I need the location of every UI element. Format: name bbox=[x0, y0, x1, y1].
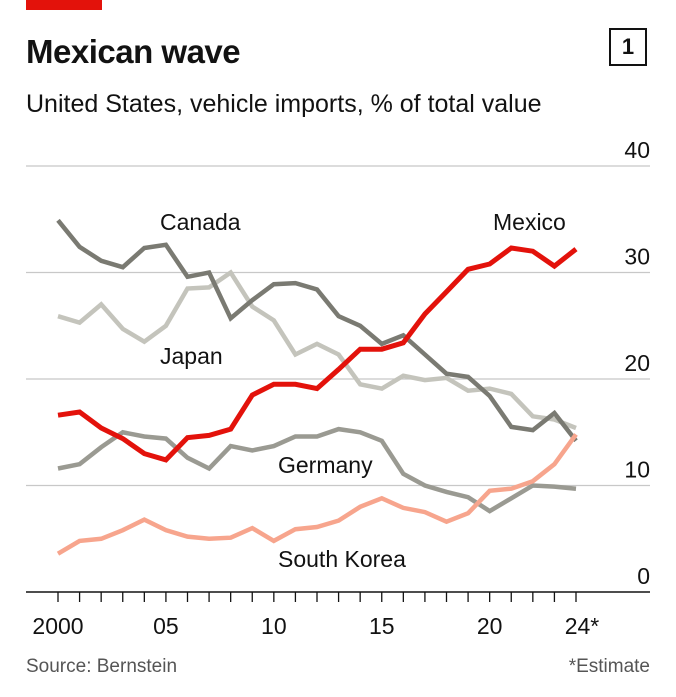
series-label-canada: Canada bbox=[160, 209, 241, 235]
estimate-note: *Estimate bbox=[568, 656, 650, 677]
series-labels: Canada Mexico Japan Germany South Korea bbox=[160, 209, 566, 572]
x-tick-label-2020: 20 bbox=[477, 613, 503, 639]
x-tick-label-2010: 10 bbox=[261, 613, 287, 639]
y-tick-label-0: 0 bbox=[637, 563, 650, 589]
series-lines bbox=[56, 218, 578, 556]
series-label-south-korea: South Korea bbox=[278, 546, 406, 572]
y-tick-label-20: 20 bbox=[624, 350, 650, 376]
chart-subtitle: United States, vehicle imports, % of tot… bbox=[26, 90, 542, 118]
x-tick-label-2024: 24* bbox=[565, 613, 600, 639]
source-note: Source: Bernstein bbox=[26, 656, 178, 677]
chart-title: Mexican wave bbox=[26, 33, 241, 70]
y-tick-label-30: 30 bbox=[624, 244, 650, 270]
series-line-south-korea bbox=[56, 433, 578, 556]
series-label-japan: Japan bbox=[160, 343, 223, 369]
x-axis: 2000 05 10 15 20 24* bbox=[26, 591, 650, 639]
accent-bar bbox=[26, 0, 102, 10]
y-tick-label-10: 10 bbox=[624, 457, 650, 483]
y-axis-tick-labels: 0 10 20 30 40 bbox=[624, 137, 650, 589]
y-tick-label-40: 40 bbox=[624, 137, 650, 163]
series-line-mexico bbox=[57, 245, 578, 463]
series-line-germany bbox=[57, 426, 577, 514]
series-label-mexico: Mexico bbox=[493, 209, 566, 235]
series-label-germany: Germany bbox=[278, 452, 373, 478]
x-tick-label-2000: 2000 bbox=[32, 613, 83, 639]
series-line-japan bbox=[57, 269, 577, 431]
x-tick-label-2015: 15 bbox=[369, 613, 395, 639]
series-line-canada bbox=[56, 218, 578, 443]
x-tick-label-2005: 05 bbox=[153, 613, 179, 639]
chart-number-badge: 1 bbox=[609, 28, 647, 66]
